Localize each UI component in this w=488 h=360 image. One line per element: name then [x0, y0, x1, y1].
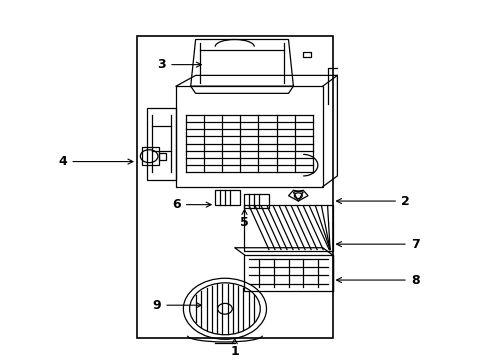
Text: 6: 6 — [172, 198, 211, 211]
Text: 4: 4 — [59, 155, 133, 168]
Bar — [137, 36, 332, 338]
Text: 5: 5 — [240, 210, 248, 229]
Text: 8: 8 — [336, 274, 419, 287]
Text: 2: 2 — [336, 194, 409, 208]
Text: 3: 3 — [157, 58, 201, 71]
Bar — [303, 52, 310, 58]
Text: 9: 9 — [152, 299, 201, 312]
Text: 7: 7 — [336, 238, 419, 251]
Text: 1: 1 — [230, 339, 239, 358]
